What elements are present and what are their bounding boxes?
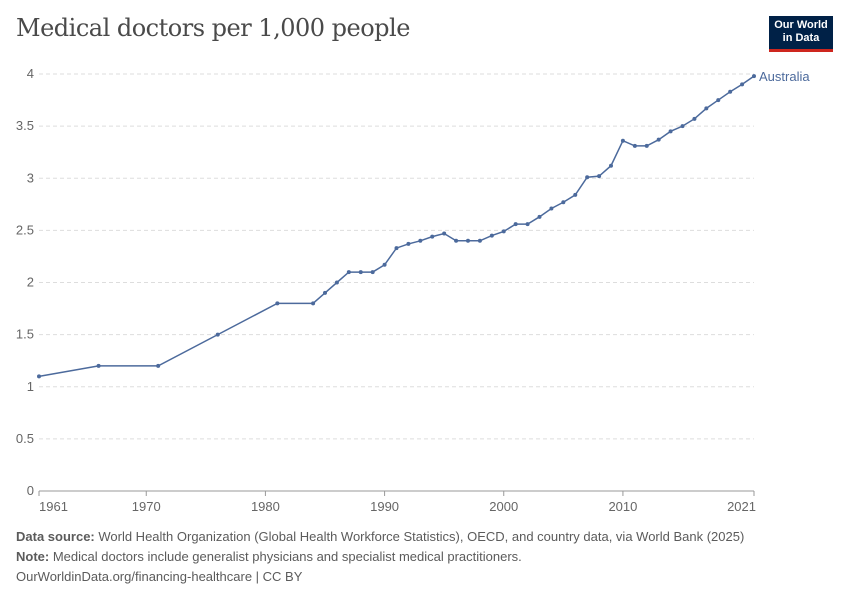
x-tick-label: 1970 xyxy=(132,499,161,514)
data-point xyxy=(323,290,327,295)
y-tick-label: 1 xyxy=(27,379,34,394)
data-point xyxy=(382,262,387,267)
logo-line2: in Data xyxy=(782,32,820,44)
data-point xyxy=(573,192,578,197)
footer-link[interactable]: OurWorldinData.org/financing-healthcare … xyxy=(16,569,303,584)
data-point xyxy=(96,363,101,368)
data-point xyxy=(477,238,482,243)
data-point xyxy=(620,138,625,143)
x-tick-label: 1980 xyxy=(251,499,280,514)
y-tick-label: 4 xyxy=(27,66,34,81)
data-point xyxy=(346,270,351,275)
series-label: Australia xyxy=(759,69,810,84)
data-point xyxy=(394,246,399,251)
y-tick-label: 3.5 xyxy=(16,118,34,133)
source-label: Data source: xyxy=(16,529,95,544)
data-point xyxy=(156,363,161,368)
data-point xyxy=(37,374,41,379)
x-tick-label: 2010 xyxy=(608,499,637,514)
x-tick-label: 1961 xyxy=(39,499,68,514)
data-point xyxy=(704,106,709,111)
data-point xyxy=(466,238,470,243)
data-point xyxy=(334,280,339,285)
data-point xyxy=(561,200,566,205)
note-label: Note: xyxy=(16,549,50,564)
data-point xyxy=(489,233,494,238)
y-tick-label: 2.5 xyxy=(16,222,34,237)
data-point xyxy=(418,238,423,243)
data-point xyxy=(311,301,316,306)
x-tick-label: 1990 xyxy=(370,499,399,514)
x-tick-label: 2021 xyxy=(727,499,756,514)
data-point xyxy=(454,238,459,243)
data-point xyxy=(501,229,506,234)
data-point xyxy=(215,332,220,337)
y-tick-label: 1.5 xyxy=(16,327,34,342)
data-point xyxy=(537,214,542,219)
chart-title: Medical doctors per 1,000 people xyxy=(16,14,410,42)
data-point xyxy=(442,231,447,236)
data-source: Data source: World Health Organization (… xyxy=(16,529,744,544)
data-point xyxy=(716,98,721,103)
data-point xyxy=(430,234,435,239)
data-point xyxy=(680,124,685,129)
note: Note: Medical doctors include generalist… xyxy=(16,549,522,564)
data-point xyxy=(752,74,756,79)
data-point xyxy=(692,116,697,121)
y-tick-label: 0.5 xyxy=(16,431,34,446)
y-tick-label: 2 xyxy=(27,275,34,290)
logo-line1: Our World xyxy=(774,19,828,31)
data-point xyxy=(597,174,602,179)
data-point xyxy=(549,206,554,211)
data-point xyxy=(728,89,733,94)
data-point xyxy=(370,270,375,275)
data-point xyxy=(609,163,613,168)
data-point xyxy=(740,82,745,87)
data-point xyxy=(632,143,637,148)
data-point xyxy=(358,270,363,275)
data-point xyxy=(668,129,673,134)
x-tick-label: 2000 xyxy=(489,499,518,514)
data-point xyxy=(275,301,280,306)
data-point xyxy=(644,143,649,148)
data-point xyxy=(525,222,530,227)
data-point xyxy=(656,137,661,142)
series-line-australia xyxy=(38,75,755,378)
data-point xyxy=(406,241,411,246)
source-text: World Health Organization (Global Health… xyxy=(94,529,745,544)
owid-logo[interactable]: Our World in Data xyxy=(769,16,833,52)
y-tick-label: 0 xyxy=(27,483,34,498)
y-tick-label: 3 xyxy=(27,170,34,185)
note-text: Medical doctors include generalist physi… xyxy=(49,549,522,564)
data-point xyxy=(513,222,518,227)
line-chart: 0 0.5 1 1.5 2 2.5 3 3.5 4 1961 1970 1980 1990 2000 201… xyxy=(16,66,810,514)
data-point xyxy=(585,175,590,180)
